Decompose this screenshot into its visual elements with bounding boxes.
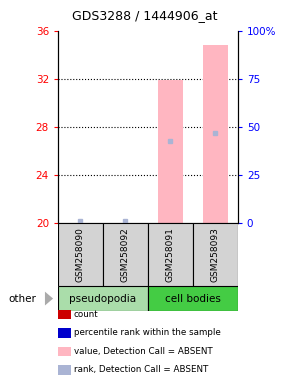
Text: GSM258090: GSM258090 [76, 227, 85, 282]
Text: rank, Detection Call = ABSENT: rank, Detection Call = ABSENT [74, 365, 208, 374]
Bar [58, 286, 148, 311]
Text: count: count [74, 310, 99, 319]
Text: GSM258091: GSM258091 [166, 227, 175, 282]
Bar [148, 223, 193, 286]
Text: GSM258093: GSM258093 [211, 227, 220, 282]
Bar [203, 45, 228, 223]
Text: GDS3288 / 1444906_at: GDS3288 / 1444906_at [72, 9, 218, 22]
Text: pseudopodia: pseudopodia [69, 293, 137, 304]
Text: percentile rank within the sample: percentile rank within the sample [74, 328, 221, 338]
Bar [103, 223, 148, 286]
Text: cell bodies: cell bodies [165, 293, 221, 304]
Text: other: other [9, 293, 37, 304]
Bar [193, 223, 238, 286]
Text: value, Detection Call = ABSENT: value, Detection Call = ABSENT [74, 347, 213, 356]
Polygon shape [45, 292, 53, 306]
Bar [58, 223, 103, 286]
Bar [148, 286, 238, 311]
Text: GSM258092: GSM258092 [121, 227, 130, 282]
Bar [158, 80, 183, 223]
